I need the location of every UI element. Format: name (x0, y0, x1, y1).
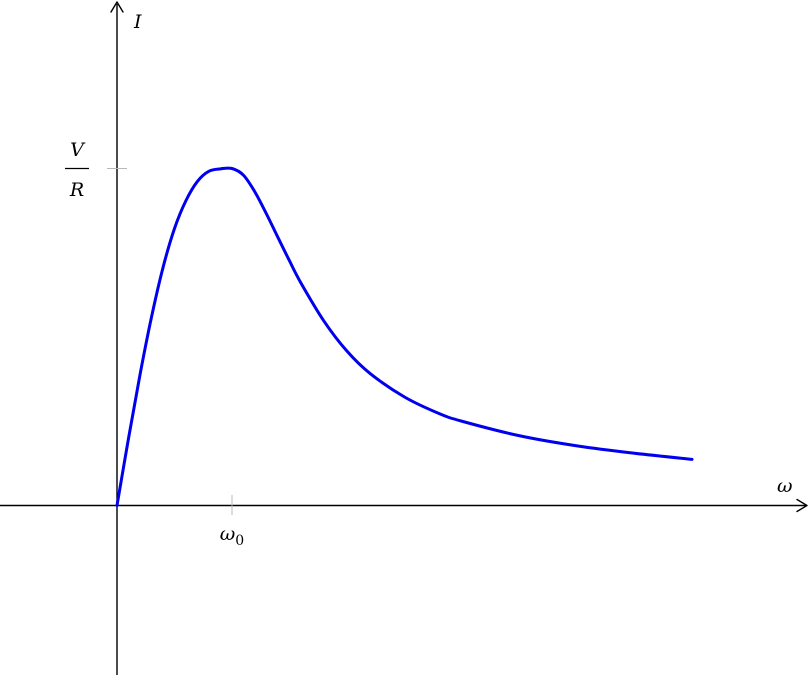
y-tick-label-denominator: R (69, 179, 84, 201)
current-curve (115, 166, 694, 507)
x-tick-label-omega0: ω0 (220, 523, 244, 549)
y-axis-label: I (133, 11, 142, 33)
x-axis-arrowhead (796, 498, 808, 513)
x-axis-label: ω (777, 475, 793, 497)
y-axis-arrowhead (110, 1, 124, 13)
y-tick-label-numerator: V (70, 139, 86, 161)
